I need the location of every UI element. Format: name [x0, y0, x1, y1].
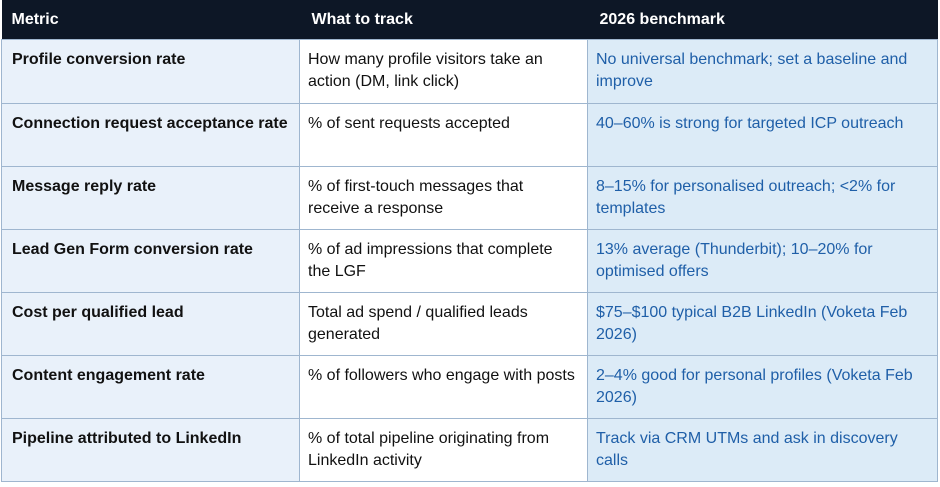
- table-row: Content engagement rate % of followers w…: [1, 355, 938, 419]
- table-row: Message reply rate % of first-touch mess…: [1, 166, 938, 230]
- header-2026-benchmark: 2026 benchmark: [587, 0, 938, 40]
- benchmark-cell: Track via CRM UTMs and ask in discovery …: [587, 418, 938, 482]
- table-row: Cost per qualified lead Total ad spend /…: [1, 292, 938, 356]
- metric-cell: Message reply rate: [1, 166, 300, 230]
- table-row: Connection request acceptance rate % of …: [1, 103, 938, 167]
- metric-cell: Lead Gen Form conversion rate: [1, 229, 300, 293]
- benchmark-cell: 13% average (Thunderbit); 10–20% for opt…: [587, 229, 938, 293]
- header-metric: Metric: [1, 0, 300, 40]
- benchmark-cell: No universal benchmark; set a baseline a…: [587, 39, 938, 104]
- metric-cell: Content engagement rate: [1, 355, 300, 419]
- track-cell: % of total pipeline originating from Lin…: [299, 418, 588, 482]
- header-row: Metric What to track 2026 benchmark: [1, 0, 938, 40]
- table-row: Lead Gen Form conversion rate % of ad im…: [1, 229, 938, 293]
- benchmark-cell: 40–60% is strong for targeted ICP outrea…: [587, 103, 938, 167]
- metric-cell: Connection request acceptance rate: [1, 103, 300, 167]
- table-row: Pipeline attributed to LinkedIn % of tot…: [1, 418, 938, 482]
- track-cell: % of sent requests accepted: [299, 103, 588, 167]
- track-cell: % of first-touch messages that receive a…: [299, 166, 588, 230]
- metric-cell: Profile conversion rate: [1, 39, 300, 104]
- track-cell: Total ad spend / qualified leads generat…: [299, 292, 588, 356]
- track-cell: How many profile visitors take an action…: [299, 39, 588, 104]
- metric-cell: Pipeline attributed to LinkedIn: [1, 418, 300, 482]
- metric-cell: Cost per qualified lead: [1, 292, 300, 356]
- benchmark-cell: 8–15% for personalised outreach; <2% for…: [587, 166, 938, 230]
- benchmark-cell: 2–4% good for personal profiles (Voketa …: [587, 355, 938, 419]
- header-what-to-track: What to track: [299, 0, 588, 40]
- track-cell: % of ad impressions that complete the LG…: [299, 229, 588, 293]
- track-cell: % of followers who engage with posts: [299, 355, 588, 419]
- benchmark-cell: $75–$100 typical B2B LinkedIn (Voketa Fe…: [587, 292, 938, 356]
- table-row: Profile conversion rate How many profile…: [1, 39, 938, 104]
